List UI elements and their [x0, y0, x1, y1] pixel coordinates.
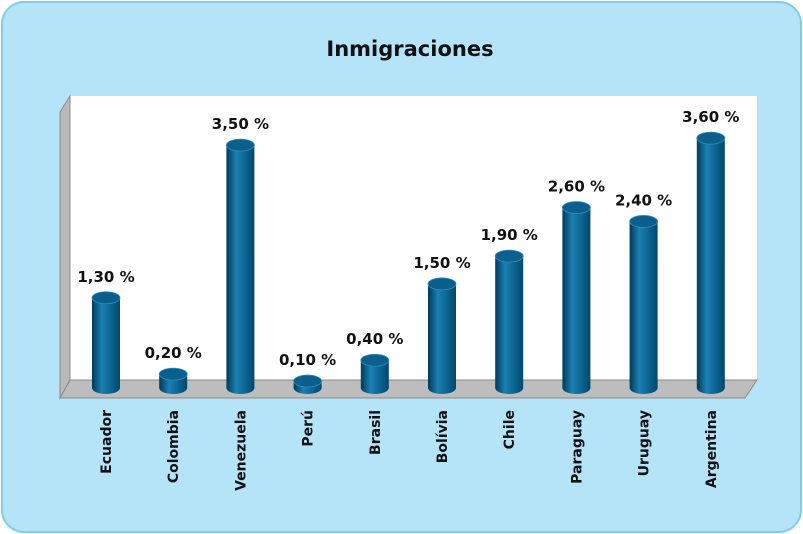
bar [158, 367, 188, 395]
x-tick-label: Bolívia [435, 410, 451, 463]
bar [696, 131, 726, 395]
x-tick-label: Ecuador [99, 410, 115, 474]
bar [360, 353, 390, 395]
value-label: 0,40 % [346, 330, 403, 348]
bar [225, 138, 255, 395]
bar-top [158, 367, 188, 381]
side-wall [59, 94, 71, 400]
bar-body [629, 221, 658, 395]
bar-body [428, 283, 456, 394]
bar-top [427, 277, 457, 291]
value-label: 0,10 % [279, 351, 336, 369]
x-tick-label: Chile [502, 410, 518, 449]
value-label: 0,20 % [145, 344, 202, 362]
bar-top [225, 138, 255, 152]
bar-body [92, 297, 120, 394]
bar-top [629, 215, 658, 228]
x-tick-label: Brasil [368, 410, 384, 455]
value-label: 1,30 % [77, 268, 134, 286]
value-label: 2,40 % [615, 191, 672, 209]
bar-top [91, 291, 121, 305]
x-tick-label: Venezuela [233, 410, 249, 491]
chart-title: Inmigraciones [326, 37, 493, 61]
bar-body [495, 256, 524, 395]
value-label: 1,50 % [413, 254, 470, 272]
value-label: 3,50 % [212, 115, 269, 133]
value-label: 3,60 % [682, 108, 739, 126]
value-label: 2,60 % [548, 178, 605, 196]
bar [629, 215, 658, 395]
x-tick-label: Uruguay [637, 410, 653, 476]
bar-top [562, 201, 591, 214]
bar-top [494, 249, 524, 263]
bar-body [696, 138, 725, 395]
x-tick-label: Argentina [704, 410, 720, 488]
bar [91, 291, 121, 394]
bar-body [226, 145, 255, 395]
bar-top [696, 131, 726, 145]
bar-top [293, 374, 323, 388]
bar [427, 277, 457, 394]
bar-body [360, 360, 389, 395]
x-tick-label: Colombia [166, 410, 182, 483]
bar [494, 249, 524, 395]
bar [562, 201, 591, 395]
bar-body [562, 207, 591, 395]
value-label: 1,90 % [481, 226, 538, 244]
x-tick-label: Perú [301, 410, 317, 447]
bar-top [360, 353, 390, 367]
bar [293, 374, 323, 395]
x-tick-label: Paraguay [569, 410, 585, 484]
